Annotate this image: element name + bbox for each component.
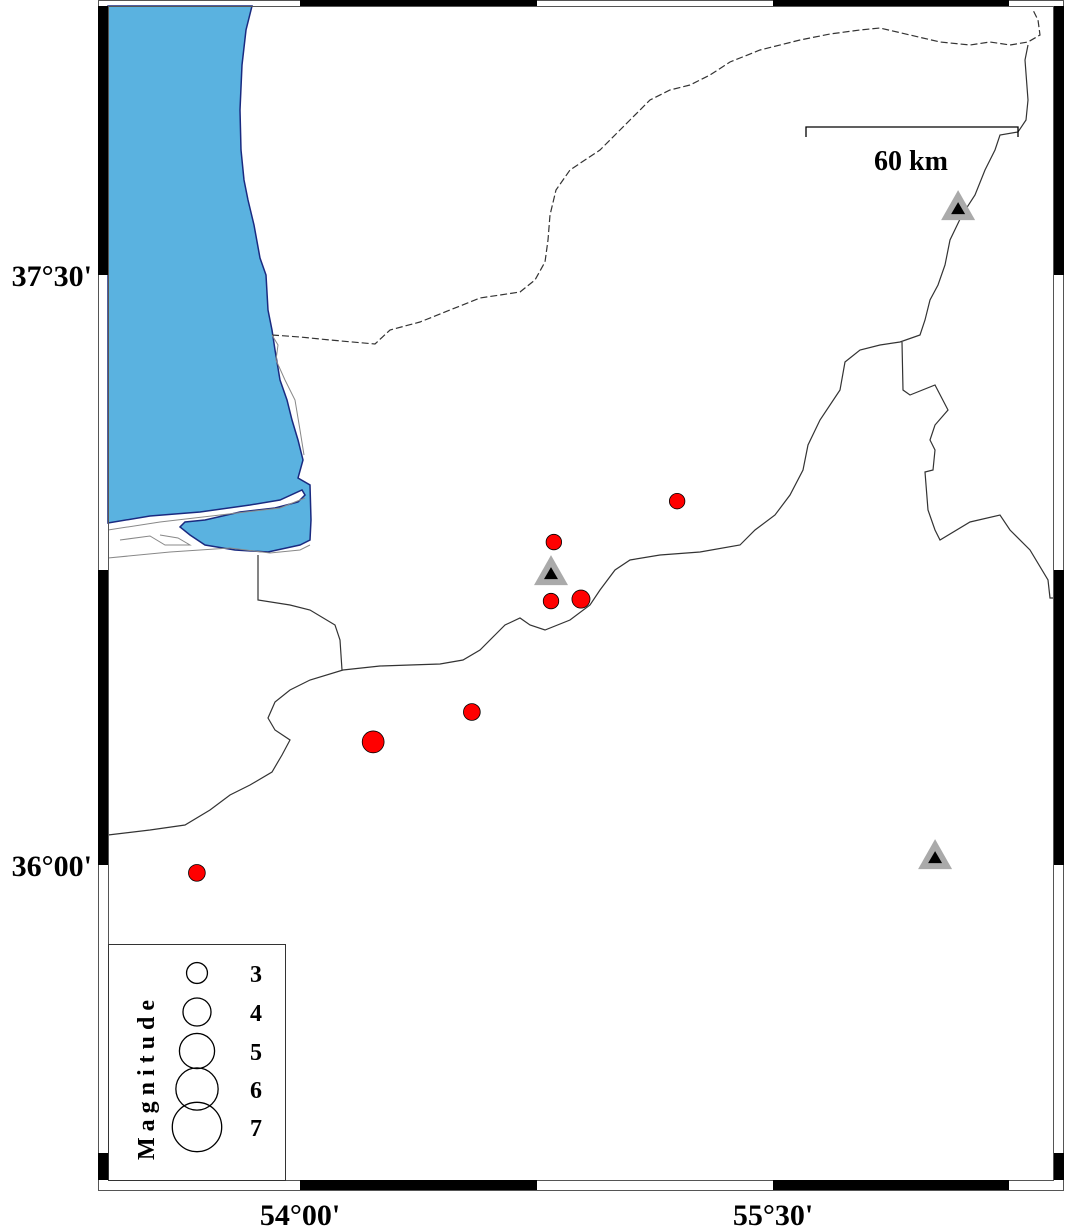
stations-layer: [534, 190, 976, 870]
lagoon-shore: [107, 497, 311, 559]
northern-border: [271, 9, 1041, 345]
legend-title: Magnitude: [134, 994, 160, 1160]
earthquake-event[interactable]: [463, 703, 481, 721]
magnitude-legend: Magnitude 3 4 5 6 7: [108, 944, 286, 1181]
legend-circle-7: [171, 1101, 223, 1153]
scale-bar: 60 km: [805, 126, 1019, 177]
earthquake-event[interactable]: [545, 533, 562, 551]
earthquake-event[interactable]: [188, 864, 206, 882]
legend-circle-5: [178, 1032, 216, 1070]
scale-bar-label: 60 km: [874, 146, 948, 177]
lat-label-37-30: 37°30': [12, 260, 92, 293]
legend-circle-3: [185, 961, 209, 985]
earthquake-event[interactable]: [542, 592, 560, 610]
earthquake-event[interactable]: [361, 730, 385, 754]
province-boundary: [107, 44, 1029, 836]
lon-label-55-30: 55°30': [733, 1199, 813, 1229]
caspian-sea: [107, 5, 312, 553]
legend-circle-4: [182, 997, 212, 1027]
earthquake-event[interactable]: [668, 493, 686, 510]
province-boundary-east: [901, 341, 1054, 599]
map-frame: [98, 0, 1064, 1191]
events-layer: [188, 493, 686, 882]
seismic-station-icon: [941, 190, 976, 221]
legend-label-6: 6: [250, 1078, 262, 1104]
seismic-station-icon: [918, 839, 953, 870]
legend-label-7: 7: [250, 1116, 262, 1142]
legend-label-3: 3: [250, 962, 262, 988]
lon-label-54: 54°00': [260, 1199, 340, 1229]
legend-label-4: 4: [250, 1001, 262, 1027]
province-boundary-west: [257, 555, 343, 671]
seismic-station-icon: [534, 555, 569, 586]
coastline-land: [271, 334, 305, 456]
legend-label-5: 5: [250, 1040, 262, 1066]
lat-label-36: 36°00': [12, 850, 92, 883]
earthquake-event[interactable]: [571, 589, 591, 609]
legend-circle-6: [175, 1067, 219, 1111]
